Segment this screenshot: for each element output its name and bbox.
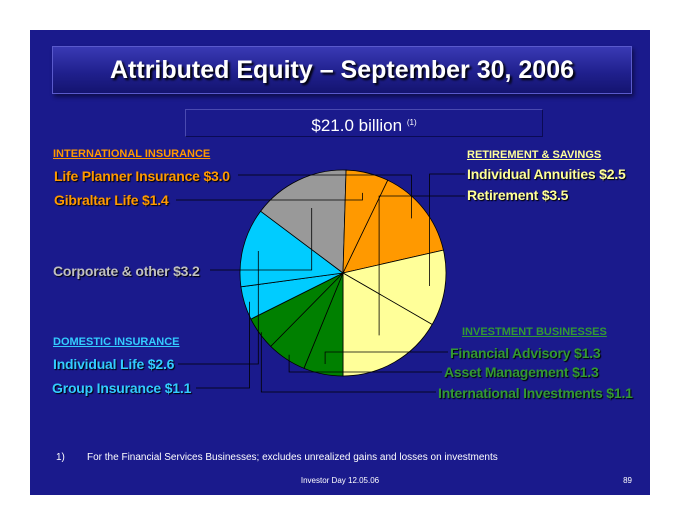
group-header-investment: INVESTMENT BUSINESSES xyxy=(462,326,607,338)
slide-title: Attributed Equity – September 30, 2006 xyxy=(53,47,631,93)
group-header-international: INTERNATIONAL INSURANCE xyxy=(53,148,210,160)
label-group-insurance: Group Insurance $1.1 xyxy=(52,380,191,396)
label-international-investments: International Investments $1.1 xyxy=(438,385,633,401)
footnote-text: For the Financial Services Businesses; e… xyxy=(87,452,498,463)
total-value: $21.0 billion (1) xyxy=(186,110,542,139)
group-header-retirement: RETIREMENT & SAVINGS xyxy=(467,149,601,161)
page-number: 89 xyxy=(623,476,632,485)
group-header-domestic: DOMESTIC INSURANCE xyxy=(53,336,180,348)
footnote-number: 1) xyxy=(56,452,65,463)
label-asset-management: Asset Management $1.3 xyxy=(444,364,599,380)
footer-text: Investor Day 12.05.06 xyxy=(30,476,650,485)
label-individual-annuities: Individual Annuities $2.5 xyxy=(467,166,626,182)
label-financial-advisory: Financial Advisory $1.3 xyxy=(450,345,601,361)
label-retirement: Retirement $3.5 xyxy=(467,187,568,203)
slide: Attributed Equity – September 30, 2006 $… xyxy=(30,30,650,495)
total-note-marker: (1) xyxy=(407,118,417,127)
title-bar: Attributed Equity – September 30, 2006 xyxy=(52,46,632,94)
total-amount: $21.0 billion xyxy=(311,116,402,135)
leader-line-group-insurance xyxy=(196,302,250,388)
total-box: $21.0 billion (1) xyxy=(185,109,543,137)
label-individual-life: Individual Life $2.6 xyxy=(53,356,174,372)
label-corporate: Corporate & other $3.2 xyxy=(53,263,200,279)
label-life-planner: Life Planner Insurance $3.0 xyxy=(54,168,230,184)
label-gibraltar: Gibraltar Life $1.4 xyxy=(54,192,168,208)
